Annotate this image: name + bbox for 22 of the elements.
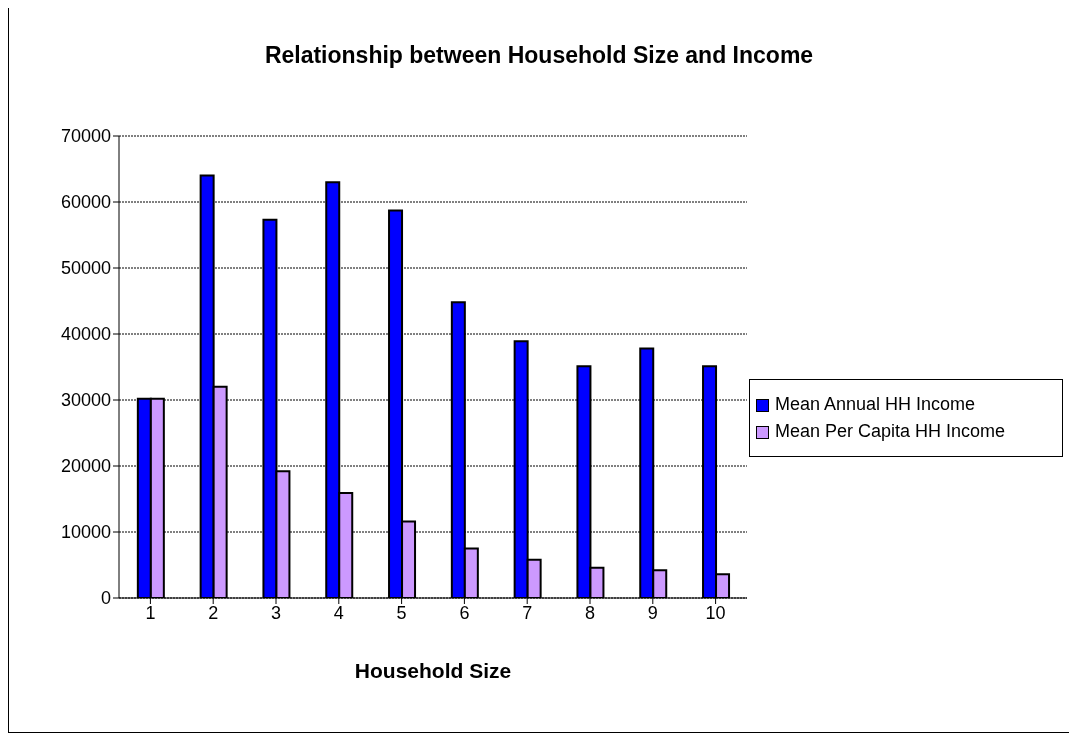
- x-tick-label: 8: [584, 602, 596, 623]
- x-tick-label: 5: [396, 602, 407, 623]
- y-tick-label: 50000: [60, 258, 111, 279]
- chart-title: Relationship between Household Size and Income: [263, 42, 815, 69]
- x-tick-label: 6: [459, 602, 470, 623]
- y-tick-label: 60000: [60, 192, 111, 213]
- x-tick-label: 1: [145, 602, 156, 623]
- y-tick-label: 40000: [60, 324, 111, 345]
- legend-label: Mean Per Capita HH Income: [775, 421, 1006, 442]
- x-tick-label: 2: [208, 602, 219, 623]
- y-tick-label: 0: [100, 588, 111, 609]
- y-tick-label: 20000: [60, 456, 111, 477]
- x-tick-label: 3: [270, 602, 282, 623]
- x-tick-label: 7: [522, 602, 533, 623]
- x-tick-label: 9: [647, 602, 658, 623]
- x-tick-label: 10: [705, 602, 726, 623]
- y-tick-label: 30000: [60, 390, 111, 411]
- y-tick-label: 70000: [60, 126, 111, 147]
- y-tick-label: 10000: [60, 522, 111, 543]
- legend-label: Mean Annual HH Income: [775, 394, 976, 415]
- x-axis-title: Household Size: [354, 659, 512, 682]
- x-tick-label: 4: [333, 602, 344, 623]
